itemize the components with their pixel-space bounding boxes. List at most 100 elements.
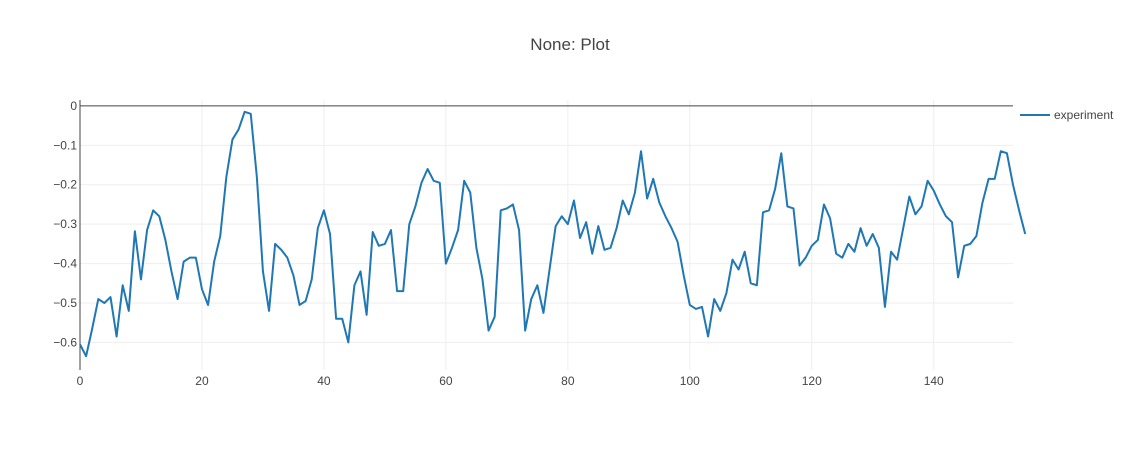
- data-point[interactable]: [621, 199, 625, 203]
- data-point[interactable]: [541, 311, 545, 315]
- data-point[interactable]: [566, 222, 570, 226]
- data-point[interactable]: [285, 256, 289, 260]
- data-point[interactable]: [96, 297, 100, 301]
- data-point[interactable]: [999, 149, 1003, 153]
- data-point[interactable]: [316, 226, 320, 230]
- data-point[interactable]: [840, 256, 844, 260]
- data-point[interactable]: [230, 137, 234, 141]
- data-point[interactable]: [249, 112, 253, 116]
- data-point[interactable]: [785, 204, 789, 208]
- data-point[interactable]: [169, 269, 173, 273]
- data-point[interactable]: [828, 216, 832, 220]
- data-point[interactable]: [682, 273, 686, 277]
- data-point[interactable]: [1005, 151, 1009, 155]
- data-point[interactable]: [767, 208, 771, 212]
- data-point[interactable]: [365, 313, 369, 317]
- data-point[interactable]: [755, 283, 759, 287]
- data-point[interactable]: [139, 277, 143, 281]
- data-point[interactable]: [987, 177, 991, 181]
- data-point[interactable]: [779, 151, 783, 155]
- data-point[interactable]: [261, 269, 265, 273]
- data-point[interactable]: [913, 212, 917, 216]
- data-point[interactable]: [84, 354, 88, 358]
- data-point[interactable]: [590, 252, 594, 256]
- data-point[interactable]: [981, 200, 985, 204]
- data-point[interactable]: [151, 208, 155, 212]
- data-point[interactable]: [816, 238, 820, 242]
- data-point[interactable]: [663, 214, 667, 218]
- data-point[interactable]: [974, 234, 978, 238]
- data-point[interactable]: [901, 226, 905, 230]
- data-point[interactable]: [773, 187, 777, 191]
- data-point[interactable]: [920, 204, 924, 208]
- data-point[interactable]: [688, 303, 692, 307]
- legend[interactable]: experiment: [1020, 108, 1114, 122]
- data-point[interactable]: [548, 267, 552, 271]
- data-point[interactable]: [176, 297, 180, 301]
- data-point[interactable]: [267, 309, 271, 313]
- data-point[interactable]: [926, 179, 930, 183]
- data-point[interactable]: [163, 238, 167, 242]
- data-point[interactable]: [218, 234, 222, 238]
- data-point[interactable]: [846, 242, 850, 246]
- data-point[interactable]: [377, 244, 381, 248]
- data-point[interactable]: [407, 222, 411, 226]
- data-point[interactable]: [633, 191, 637, 195]
- data-point[interactable]: [968, 242, 972, 246]
- data-point[interactable]: [340, 317, 344, 321]
- data-point[interactable]: [426, 167, 430, 171]
- data-point[interactable]: [413, 204, 417, 208]
- data-point[interactable]: [962, 244, 966, 248]
- data-point[interactable]: [389, 228, 393, 232]
- data-point[interactable]: [346, 340, 350, 344]
- data-point[interactable]: [322, 208, 326, 212]
- data-point[interactable]: [822, 202, 826, 206]
- data-point[interactable]: [834, 252, 838, 256]
- data-point[interactable]: [639, 149, 643, 153]
- data-point[interactable]: [956, 275, 960, 279]
- data-point[interactable]: [212, 260, 216, 264]
- data-point[interactable]: [505, 206, 509, 210]
- data-point[interactable]: [944, 214, 948, 218]
- data-point[interactable]: [706, 334, 710, 338]
- data-point[interactable]: [670, 226, 674, 230]
- data-point[interactable]: [718, 309, 722, 313]
- data-point[interactable]: [1017, 208, 1021, 212]
- data-point[interactable]: [474, 246, 478, 250]
- data-point[interactable]: [206, 303, 210, 307]
- data-point[interactable]: [950, 220, 954, 224]
- data-point[interactable]: [499, 208, 503, 212]
- data-point[interactable]: [462, 179, 466, 183]
- data-point[interactable]: [645, 197, 649, 201]
- data-point[interactable]: [865, 244, 869, 248]
- data-point[interactable]: [298, 303, 302, 307]
- data-point[interactable]: [78, 342, 82, 346]
- data-point[interactable]: [535, 283, 539, 287]
- data-point[interactable]: [127, 309, 131, 313]
- data-point[interactable]: [255, 175, 259, 179]
- data-point[interactable]: [852, 250, 856, 254]
- data-point[interactable]: [993, 177, 997, 181]
- data-point[interactable]: [328, 232, 332, 236]
- data-point[interactable]: [273, 242, 277, 246]
- data-point[interactable]: [194, 256, 198, 260]
- data-point[interactable]: [810, 244, 814, 248]
- data-point[interactable]: [511, 202, 515, 206]
- data-point[interactable]: [859, 226, 863, 230]
- data-point[interactable]: [145, 228, 149, 232]
- data-point[interactable]: [1023, 232, 1027, 236]
- data-point[interactable]: [871, 232, 875, 236]
- data-point[interactable]: [432, 179, 436, 183]
- data-point[interactable]: [493, 315, 497, 319]
- data-point[interactable]: [243, 110, 247, 114]
- data-point[interactable]: [572, 199, 576, 203]
- data-point[interactable]: [602, 248, 606, 252]
- data-point[interactable]: [596, 224, 600, 228]
- data-point[interactable]: [371, 230, 375, 234]
- data-point[interactable]: [450, 246, 454, 250]
- data-point[interactable]: [444, 262, 448, 266]
- data-point[interactable]: [115, 334, 119, 338]
- data-point[interactable]: [523, 329, 527, 333]
- data-point[interactable]: [102, 301, 106, 305]
- data-point[interactable]: [627, 212, 631, 216]
